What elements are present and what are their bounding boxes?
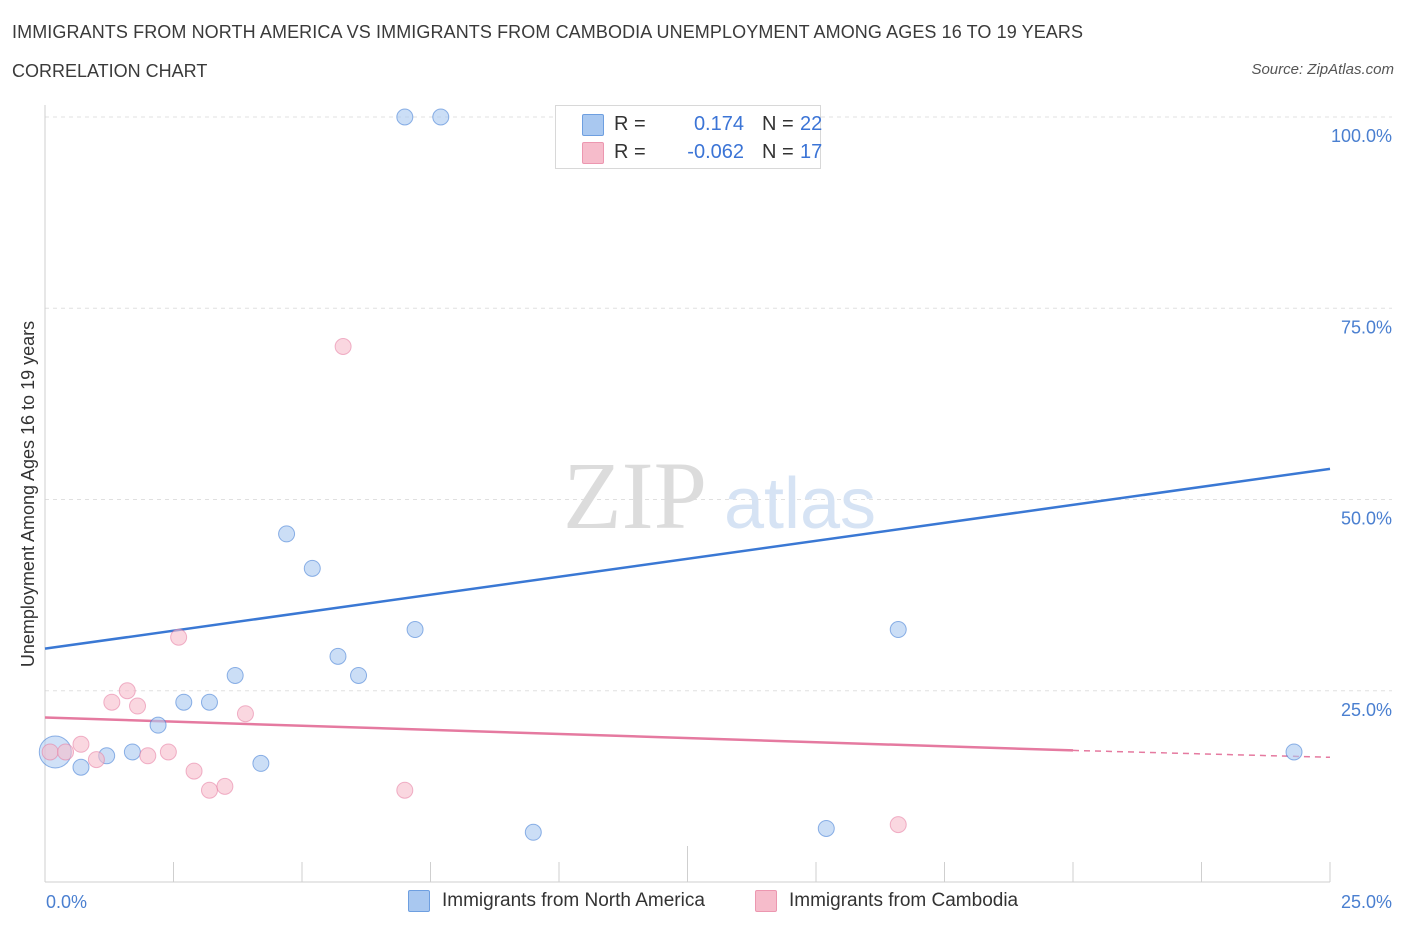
- x-tick-label: 0.0%: [46, 892, 87, 912]
- data-point: [350, 666, 368, 684]
- x-tick-label: 25.0%: [1341, 892, 1392, 912]
- data-point: [236, 705, 254, 723]
- data-point: [159, 743, 177, 761]
- data-point: [524, 823, 542, 841]
- data-point: [72, 758, 90, 776]
- data-point: [118, 682, 136, 700]
- data-point: [149, 716, 167, 734]
- chart-title: IMMIGRANTS FROM NORTH AMERICA VS IMMIGRA…: [12, 22, 1084, 42]
- watermark-atlas: atlas: [724, 464, 876, 544]
- legend-label-cambodia: Immigrants from Cambodia: [789, 890, 1019, 911]
- data-point: [252, 754, 270, 772]
- data-point: [41, 743, 59, 761]
- data-point: [396, 108, 414, 126]
- watermark: ZIP atlas: [563, 442, 876, 549]
- chart-subtitle: CORRELATION CHART: [12, 61, 208, 81]
- legend-r-label: R =: [614, 112, 646, 135]
- data-point: [329, 647, 347, 665]
- data-point: [123, 743, 141, 761]
- legend-item-north-america[interactable]: Immigrants from North America: [408, 890, 705, 912]
- legend-item-cambodia[interactable]: Immigrants from Cambodia: [755, 890, 1018, 912]
- legend-swatch-north-america: [408, 890, 430, 912]
- legend-swatch-north-america: [582, 114, 604, 136]
- legend-n-value: 17: [800, 140, 823, 163]
- y-tick-labels: 25.0% 50.0% 75.0% 100.0%: [1331, 126, 1392, 720]
- y-tick-label: 25.0%: [1341, 700, 1392, 720]
- data-point: [334, 338, 352, 355]
- data-point: [226, 666, 244, 684]
- data-point: [1285, 743, 1303, 761]
- legend-swatch-cambodia: [755, 890, 777, 912]
- data-point: [72, 735, 90, 753]
- watermark-zip: ZIP: [563, 442, 707, 549]
- data-point: [57, 743, 75, 761]
- data-point: [216, 777, 234, 795]
- data-point: [200, 693, 218, 711]
- data-point: [175, 693, 193, 711]
- y-tick-label: 100.0%: [1331, 126, 1392, 146]
- data-point: [87, 751, 105, 769]
- data-point: [396, 781, 414, 799]
- data-point: [889, 816, 907, 834]
- legend-n-label: N =: [762, 112, 794, 135]
- data-points: [38, 108, 1303, 841]
- legend-swatch-cambodia: [582, 142, 604, 164]
- data-point: [817, 819, 835, 837]
- data-point: [103, 693, 121, 711]
- data-point: [432, 108, 450, 126]
- data-point: [139, 747, 157, 765]
- data-point: [185, 762, 203, 780]
- legend-r-label: R =: [614, 140, 646, 163]
- legend-label-north-america: Immigrants from North America: [442, 890, 705, 911]
- series-legend: Immigrants from North America Immigrants…: [0, 890, 1406, 916]
- y-tick-label: 50.0%: [1341, 509, 1392, 529]
- legend-n-value: 22: [800, 112, 823, 135]
- data-point: [303, 559, 321, 577]
- data-point: [170, 628, 188, 646]
- grid-lines: [45, 116, 1392, 692]
- y-axis-label: Unemployment Among Ages 16 to 19 years: [18, 321, 38, 667]
- stats-legend: R = 0.174 N = 22 R = -0.062 N = 17: [555, 105, 823, 169]
- data-point: [278, 525, 296, 543]
- trend-line-0: [44, 467, 1331, 650]
- legend-r-value: -0.062: [687, 140, 744, 163]
- legend-r-value: 0.174: [693, 112, 744, 135]
- x-tick-labels: 0.0% 25.0%: [46, 892, 1392, 912]
- legend-n-label: N =: [762, 140, 794, 163]
- y-tick-label: 75.0%: [1341, 317, 1392, 337]
- data-point: [889, 621, 907, 639]
- trend-line-1: [44, 716, 1074, 752]
- data-point: [200, 781, 218, 799]
- source-label: Source: ZipAtlas.com: [1251, 61, 1394, 78]
- data-point: [406, 621, 424, 639]
- data-point: [129, 697, 147, 715]
